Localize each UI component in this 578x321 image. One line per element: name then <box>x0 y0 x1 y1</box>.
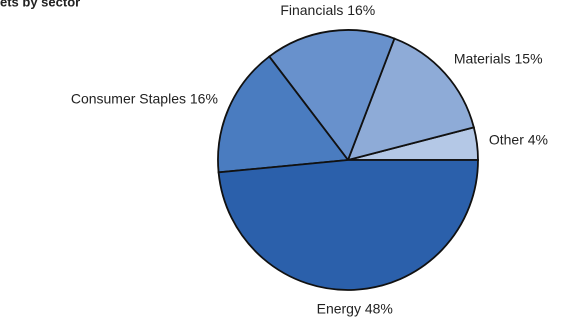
pie-slice <box>217 159 479 291</box>
slice-label: Energy 48% <box>317 301 393 317</box>
chart-title: ets by sector <box>0 0 80 9</box>
slice-label: Materials 15% <box>454 51 543 67</box>
slice-label: Other 4% <box>489 132 548 148</box>
slice-label: Consumer Staples 16% <box>71 91 218 107</box>
pie-slice <box>268 29 396 162</box>
pie-slice <box>346 37 475 162</box>
pie-slice <box>217 55 350 174</box>
slice-label: Financials 16% <box>280 2 375 18</box>
